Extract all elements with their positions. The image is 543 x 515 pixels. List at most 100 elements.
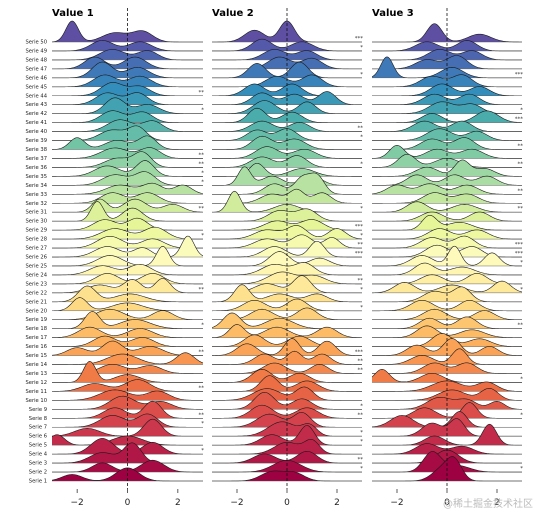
significance-marker: * xyxy=(520,287,523,293)
significance-marker: * xyxy=(360,287,363,293)
ridge-area xyxy=(212,136,362,150)
significance-marker: * xyxy=(360,45,363,51)
significance-marker: ** xyxy=(358,368,364,374)
ridge-area xyxy=(372,449,522,464)
ridge-area xyxy=(212,189,362,204)
y-tick-label: Serie 45 xyxy=(26,84,48,90)
ridge-area xyxy=(372,55,522,69)
ridge-outline xyxy=(212,166,362,186)
ridge-area xyxy=(212,155,362,168)
significance-marker: * xyxy=(201,448,204,454)
significance-marker: * xyxy=(360,403,363,409)
ridge-area xyxy=(372,338,522,356)
ridge-area xyxy=(372,380,522,392)
significance-marker: ** xyxy=(199,385,205,391)
significance-marker: * xyxy=(201,170,204,176)
ridge-area xyxy=(52,62,203,78)
y-tick-label: Serie 21 xyxy=(26,299,48,305)
y-tick-label: Serie 6 xyxy=(29,434,47,440)
ridge-area xyxy=(212,57,362,69)
ridge-area xyxy=(52,20,203,42)
y-tick-label: Serie 24 xyxy=(26,272,48,278)
y-tick-label: Serie 40 xyxy=(26,129,48,135)
y-tick-label: Serie 46 xyxy=(26,75,48,81)
ridge-area xyxy=(212,460,362,473)
y-tick-label: Serie 10 xyxy=(26,398,48,404)
y-tick-label: Serie 5 xyxy=(29,443,47,449)
panel-title: Value 1 xyxy=(52,8,94,19)
ridge-outline xyxy=(52,226,203,240)
significance-marker: * xyxy=(520,108,523,114)
y-tick-label: Serie 3 xyxy=(29,461,47,467)
x-tick-label: 0 xyxy=(284,498,290,508)
ridge-area xyxy=(212,121,362,132)
ridge-area xyxy=(212,284,362,302)
x-tick-label: 2 xyxy=(494,498,500,508)
y-tick-label: Serie 17 xyxy=(26,335,48,341)
panel-value-3: Value 3****************************−2 0 2 xyxy=(372,8,523,508)
ridge-outline xyxy=(212,234,362,249)
y-tick-label: Serie 47 xyxy=(26,66,48,72)
significance-marker: ** xyxy=(199,206,205,212)
ridge-area xyxy=(52,460,203,473)
ridge-area xyxy=(372,110,522,123)
ridge-area xyxy=(372,348,522,365)
ridge-outline xyxy=(52,235,203,249)
significance-marker: * xyxy=(201,179,204,185)
significance-marker: ** xyxy=(358,412,364,418)
y-tick-label: Serie 35 xyxy=(26,174,48,180)
significance-marker: ** xyxy=(518,206,524,212)
significance-marker: ** xyxy=(199,287,205,293)
y-tick-label: Serie 19 xyxy=(26,317,48,323)
y-tick-label: Serie 38 xyxy=(26,147,48,153)
ridge-area xyxy=(372,215,522,231)
panel-value-2: Value 2*********************************… xyxy=(212,8,363,508)
y-tick-label: Serie 50 xyxy=(26,40,48,46)
ridge-area xyxy=(52,201,203,222)
y-tick-label: Serie 39 xyxy=(26,138,48,144)
x-tick-label: 2 xyxy=(175,498,181,508)
y-tick-label: Serie 13 xyxy=(26,371,48,377)
y-tick-label: Serie 1 xyxy=(29,479,47,485)
ridge-area xyxy=(212,338,362,356)
ridge-area xyxy=(212,425,362,446)
ridge-area xyxy=(212,100,362,114)
y-tick-label: Serie 22 xyxy=(26,290,48,296)
significance-marker: * xyxy=(360,305,363,311)
y-tick-label: Serie 34 xyxy=(26,183,48,189)
significance-marker: ** xyxy=(518,323,524,329)
significance-marker: *** xyxy=(515,251,524,257)
ridge-area xyxy=(212,307,362,320)
significance-marker: *** xyxy=(355,36,364,42)
ridge-area xyxy=(212,369,362,383)
ridge-area xyxy=(212,392,362,410)
ridge-area xyxy=(212,271,362,284)
significance-marker: ** xyxy=(358,359,364,365)
y-tick-label: Serie 32 xyxy=(26,201,48,207)
y-tick-label: Serie 37 xyxy=(26,156,48,162)
x-tick-label: 2 xyxy=(334,498,340,508)
significance-marker: *** xyxy=(355,251,364,257)
significance-marker: *** xyxy=(515,72,524,78)
y-tick-label: Serie 41 xyxy=(26,120,48,126)
ridge-area xyxy=(52,57,203,69)
ridge-outline xyxy=(372,159,522,177)
ridge-area xyxy=(52,311,203,329)
ridge-area xyxy=(52,419,203,437)
y-tick-label: Serie 49 xyxy=(26,49,48,55)
y-tick-label: Serie 15 xyxy=(26,353,48,359)
ridge-area xyxy=(372,245,522,258)
ridge-area xyxy=(52,236,203,258)
y-axis-labels: Serie 1 Serie 2 Serie 3 Serie 4 Serie 5 Serie… xyxy=(26,40,48,485)
significance-marker: ** xyxy=(358,242,364,248)
ridge-outline xyxy=(372,145,522,159)
y-tick-label: Serie 12 xyxy=(26,380,48,386)
ridge-outline xyxy=(212,91,362,106)
ridge-area xyxy=(212,39,362,51)
ridge-area xyxy=(372,281,522,293)
significance-marker: * xyxy=(360,135,363,141)
ridge-area xyxy=(372,325,522,338)
y-tick-label: Serie 7 xyxy=(29,425,47,431)
ridge-outline xyxy=(212,338,362,356)
significance-marker: * xyxy=(520,412,523,418)
